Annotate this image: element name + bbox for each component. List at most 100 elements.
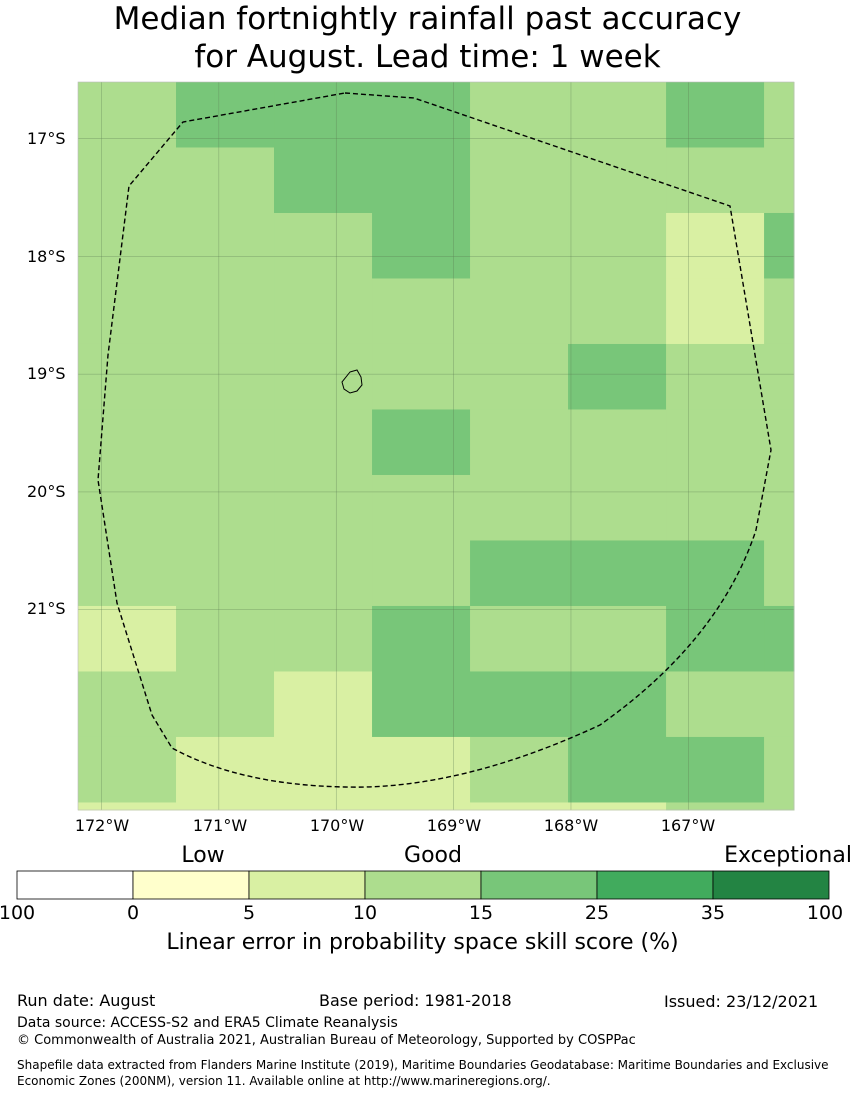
colorbar-tick: 35	[700, 902, 726, 924]
data-source: Data source: ACCESS-S2 and ERA5 Climate …	[17, 1015, 398, 1031]
lat-label-21s: 21°S	[27, 599, 66, 618]
title-line-1: Median fortnightly rainfall past accurac…	[113, 1, 742, 37]
grid-cell	[78, 802, 177, 811]
lon-label-170w: 170°W	[309, 816, 365, 835]
map-frame	[77, 81, 795, 811]
grid-cell	[470, 540, 569, 607]
grid-cell	[78, 736, 177, 803]
grid-cell	[764, 474, 795, 541]
grid-cell	[470, 278, 569, 345]
grid-cell	[568, 409, 667, 476]
grid-cell	[470, 82, 569, 148]
colorbar-swatch	[712, 870, 830, 900]
grid-cell	[274, 82, 373, 148]
grid-cell	[568, 474, 667, 541]
grid-cell	[274, 474, 373, 541]
eez-boundary	[97, 92, 772, 788]
grid-cell	[78, 147, 177, 214]
colorbar-swatch	[364, 870, 482, 900]
colorbar-tick: 15	[468, 902, 494, 924]
grid-cell	[274, 540, 373, 607]
grid-cell	[666, 409, 765, 476]
grid-cell	[666, 540, 765, 607]
grid-cell	[78, 409, 177, 476]
grid-cell	[176, 474, 275, 541]
grid-cell	[372, 278, 471, 345]
grid-cell	[372, 409, 471, 476]
grid-cell	[764, 671, 795, 738]
grid-cell	[372, 802, 471, 811]
grid-cell	[666, 605, 765, 672]
grid-cell	[764, 540, 795, 607]
grid-cell	[176, 409, 275, 476]
grid-cell	[274, 212, 373, 279]
colorbar	[16, 870, 830, 900]
colorbar-swatch	[480, 870, 598, 900]
colorbar-tick: 0	[126, 902, 140, 924]
grid-cell	[176, 147, 275, 214]
colorbar-swatch	[596, 870, 714, 900]
grid-cell	[470, 212, 569, 279]
lon-label-171w: 171°W	[192, 816, 248, 835]
grid-cell	[568, 147, 667, 214]
grid-cell	[568, 212, 667, 279]
grid-cell	[372, 605, 471, 672]
lat-label-19s: 19°S	[27, 364, 66, 383]
grid-cell	[470, 736, 569, 803]
issued-date: Issued: 23/12/2021	[664, 992, 819, 1011]
grid-cell	[568, 736, 667, 803]
grid-cell	[666, 736, 765, 803]
grid-cell	[274, 409, 373, 476]
grid-cell	[176, 540, 275, 607]
chart-title: Median fortnightly rainfall past accurac…	[0, 0, 855, 76]
grid-cell	[568, 605, 667, 672]
grid-cell	[470, 802, 569, 811]
lat-label-18s: 18°S	[27, 247, 66, 266]
grid-cell	[764, 343, 795, 410]
grid-cell	[568, 278, 667, 345]
colorbar-tick: 100	[0, 902, 36, 924]
grid-cell	[176, 278, 275, 345]
grid-cell	[176, 802, 275, 811]
grid-cell	[372, 736, 471, 803]
grid-cell	[372, 212, 471, 279]
grid-cell	[78, 212, 177, 279]
grid-cell	[470, 605, 569, 672]
lon-label-167w: 167°W	[660, 816, 716, 835]
grid-cell	[666, 212, 765, 279]
grid-cell	[274, 278, 373, 345]
lat-label-17s: 17°S	[27, 129, 66, 148]
title-line-2: for August. Lead time: 1 week	[194, 39, 661, 75]
grid-cell	[764, 147, 795, 214]
lon-label-168w: 168°W	[543, 816, 599, 835]
run-date: Run date: August	[17, 991, 156, 1010]
colorbar-tick: 5	[242, 902, 256, 924]
grid-cell	[176, 212, 275, 279]
grid-cell	[470, 409, 569, 476]
grid-cell	[470, 147, 569, 214]
legend-category-low: Low	[181, 843, 225, 868]
grid-cell	[568, 540, 667, 607]
grid-cell	[764, 605, 795, 672]
grid-cell	[764, 82, 795, 148]
colorbar-tick: 100	[806, 902, 844, 924]
colorbar-swatch	[16, 870, 134, 900]
grid-cell	[666, 474, 765, 541]
grid-cell	[666, 278, 765, 345]
grid-cell	[764, 736, 795, 803]
grid-cell	[666, 802, 765, 811]
grid-cell	[568, 343, 667, 410]
grid-cell	[372, 82, 471, 148]
grid-cell	[78, 343, 177, 410]
grid-cell	[176, 343, 275, 410]
niue-island	[341, 369, 363, 394]
legend-category-exceptional: Exceptional	[724, 843, 852, 868]
grid-cell	[666, 671, 765, 738]
colorbar-swatch	[248, 870, 366, 900]
grid-cell	[666, 82, 765, 148]
skill-grid	[78, 82, 795, 811]
grid-cell	[274, 802, 373, 811]
lon-label-169w: 169°W	[426, 816, 482, 835]
copyright: © Commonwealth of Australia 2021, Austra…	[17, 1033, 636, 1048]
grid-cell	[78, 540, 177, 607]
